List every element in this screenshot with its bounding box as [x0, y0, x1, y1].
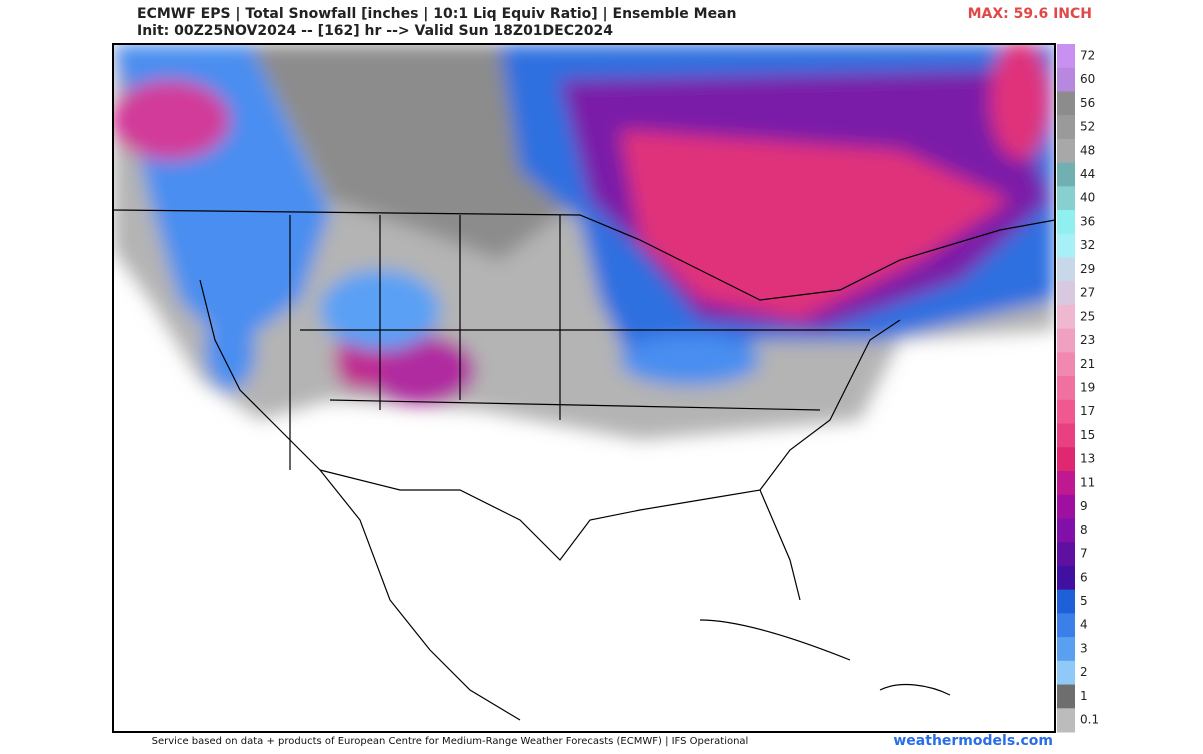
- colorbar-label: 32: [1080, 238, 1095, 252]
- colorbar-swatch: [1057, 91, 1075, 116]
- colorbar-swatch: [1057, 565, 1075, 591]
- colorbar: 7260565248444036322927252321191715131198…: [1057, 44, 1099, 733]
- colorbar-label: 8: [1080, 523, 1088, 537]
- colorbar-label: 1: [1080, 689, 1088, 703]
- colorbar-label: 72: [1080, 48, 1095, 62]
- site: weathermodels.com: [893, 733, 1053, 749]
- colorbar-label: 11: [1080, 475, 1095, 489]
- colorbar-swatch: [1057, 447, 1075, 472]
- colorbar-label: 19: [1080, 381, 1095, 395]
- colorbar-label: 56: [1080, 96, 1095, 110]
- boundaries: [113, 209, 1055, 721]
- colorbar-swatch: [1057, 518, 1075, 543]
- colorbar-swatch: [1057, 376, 1075, 401]
- map: [113, 44, 1055, 732]
- colorbar-swatch: [1057, 494, 1075, 519]
- colorbar-label: 3: [1080, 641, 1088, 655]
- max-label: MAX: 59.6 INCH: [968, 6, 1092, 22]
- colorbar-label: 36: [1080, 214, 1095, 228]
- snow-field: [113, 44, 1055, 440]
- colorbar-label: 29: [1080, 262, 1095, 276]
- colorbar-label: 2: [1080, 665, 1088, 679]
- colorbar-swatch: [1057, 186, 1075, 211]
- colorbar-swatch: [1057, 257, 1075, 282]
- colorbar-label: 52: [1080, 120, 1095, 134]
- colorbar-swatch: [1057, 115, 1075, 140]
- colorbar-label: 6: [1080, 570, 1088, 584]
- credit: Service based on data + products of Euro…: [152, 736, 749, 747]
- colorbar-label: 60: [1080, 72, 1095, 86]
- colorbar-swatch: [1057, 613, 1075, 638]
- colorbar-swatch: [1057, 684, 1075, 709]
- colorbar-swatch: [1057, 233, 1075, 259]
- colorbar-swatch: [1057, 708, 1075, 733]
- title: ECMWF EPS | Total Snowfall [inches | 10:…: [137, 6, 737, 22]
- colorbar-label: 21: [1080, 357, 1095, 371]
- colorbar-swatch: [1057, 304, 1075, 330]
- colorbar-swatch: [1057, 162, 1075, 187]
- colorbar-label: 25: [1080, 309, 1095, 323]
- colorbar-swatch: [1057, 423, 1075, 448]
- colorbar-label: 44: [1080, 167, 1095, 181]
- colorbar-label: 4: [1080, 618, 1088, 632]
- colorbar-label: 0.1: [1080, 713, 1099, 727]
- colorbar-swatch: [1057, 281, 1075, 306]
- colorbar-label: 17: [1080, 404, 1095, 418]
- colorbar-swatch: [1057, 589, 1075, 614]
- colorbar-swatch: [1057, 542, 1075, 567]
- colorbar-swatch: [1057, 352, 1075, 377]
- colorbar-label: 7: [1080, 547, 1088, 561]
- colorbar-swatch: [1057, 399, 1075, 425]
- colorbar-label: 5: [1080, 594, 1088, 608]
- colorbar-swatch: [1057, 660, 1075, 686]
- subtitle: Init: 00Z25NOV2024 -- [162] hr --> Valid…: [137, 23, 613, 39]
- colorbar-label: 13: [1080, 452, 1095, 466]
- colorbar-swatch: [1057, 210, 1075, 235]
- map-frame: [112, 43, 1056, 733]
- colorbar-swatch: [1057, 637, 1075, 662]
- colorbar-swatch: [1057, 328, 1075, 353]
- colorbar-label: 15: [1080, 428, 1095, 442]
- colorbar-swatch: [1057, 471, 1075, 496]
- colorbar-label: 27: [1080, 286, 1095, 300]
- colorbar-swatch: [1057, 138, 1075, 164]
- colorbar-swatch: [1057, 67, 1075, 92]
- colorbar-label: 9: [1080, 499, 1088, 513]
- colorbar-label: 40: [1080, 191, 1095, 205]
- colorbar-swatch: [1057, 44, 1075, 69]
- colorbar-label: 23: [1080, 333, 1095, 347]
- colorbar-label: 48: [1080, 143, 1095, 157]
